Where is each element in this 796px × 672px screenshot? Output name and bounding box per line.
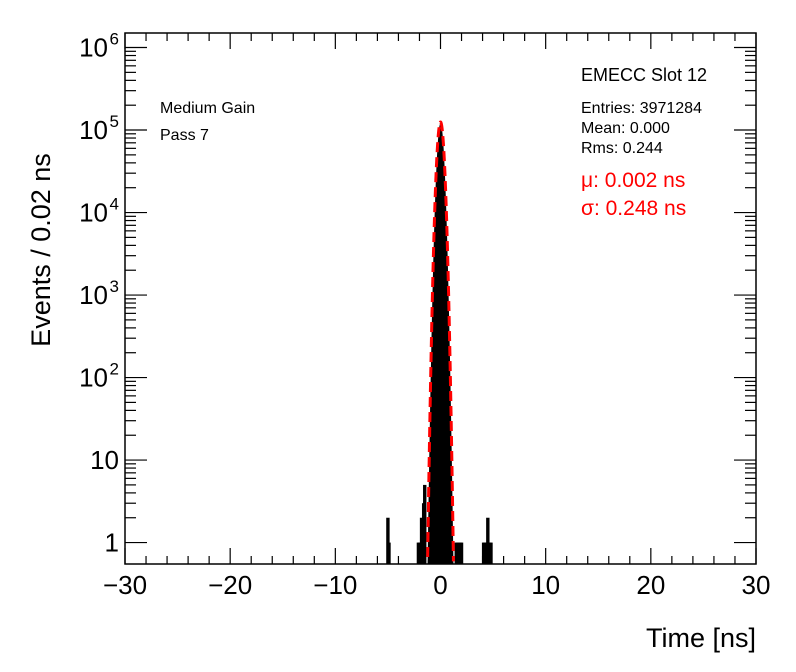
y-tick-label-exponent: 6 xyxy=(110,30,119,49)
histogram-bars xyxy=(386,484,493,564)
x-tick-label: −20 xyxy=(208,570,252,600)
x-tick-label: −30 xyxy=(103,570,147,600)
y-axis-ticks xyxy=(125,46,756,544)
y-tick-label: 10 xyxy=(79,115,108,145)
x-tick-label: 0 xyxy=(433,570,447,600)
stats-rms: Rms: 0.244 xyxy=(581,140,663,157)
y-tick-label-exponent: 4 xyxy=(110,195,119,214)
stats-mean: Mean: 0.000 xyxy=(581,120,670,137)
y-axis-title: Events / 0.02 ns xyxy=(26,153,56,347)
y-tick-label-exponent: 3 xyxy=(110,277,119,296)
histogram-bin xyxy=(387,542,391,564)
histogram-bin xyxy=(386,517,390,564)
histogram-bin xyxy=(459,542,464,564)
histogram-bin xyxy=(423,484,427,564)
y-tick-label-exponent: 5 xyxy=(110,112,119,131)
y-tick-label: 10 xyxy=(79,363,108,393)
x-tick-label: 20 xyxy=(636,570,665,600)
x-tick-label: 30 xyxy=(742,570,771,600)
y-tick-label: 10 xyxy=(79,280,108,310)
x-axis-ticks xyxy=(124,33,757,564)
y-tick-label-exponent: 2 xyxy=(110,360,119,379)
x-tick-label: −10 xyxy=(313,570,357,600)
fit-mu-label: μ: 0.002 ns xyxy=(581,169,685,192)
stats-title: EMECC Slot 12 xyxy=(581,65,707,85)
y-tick-label: 1 xyxy=(105,528,119,558)
fit-sigma-label: σ: 0.248 ns xyxy=(581,197,686,220)
y-tick-label: 10 xyxy=(90,445,119,475)
gain-label: Medium Gain xyxy=(160,100,255,117)
histogram-core-peak xyxy=(426,123,455,564)
x-axis-tick-labels: −30 −20 −10 0 10 20 30 xyxy=(103,570,771,600)
histogram-bin xyxy=(419,517,424,564)
pass-label: Pass 7 xyxy=(160,127,209,144)
stats-entries: Entries: 3971284 xyxy=(581,100,702,117)
y-tick-label: 10 xyxy=(79,33,108,63)
x-axis-title: Time [ns] xyxy=(646,623,756,653)
gaussian-fit-curve xyxy=(426,120,455,562)
histogram-bin xyxy=(489,542,493,564)
y-tick-label: 10 xyxy=(79,198,108,228)
histogram-bin xyxy=(486,517,490,564)
x-tick-label: 10 xyxy=(531,570,560,600)
